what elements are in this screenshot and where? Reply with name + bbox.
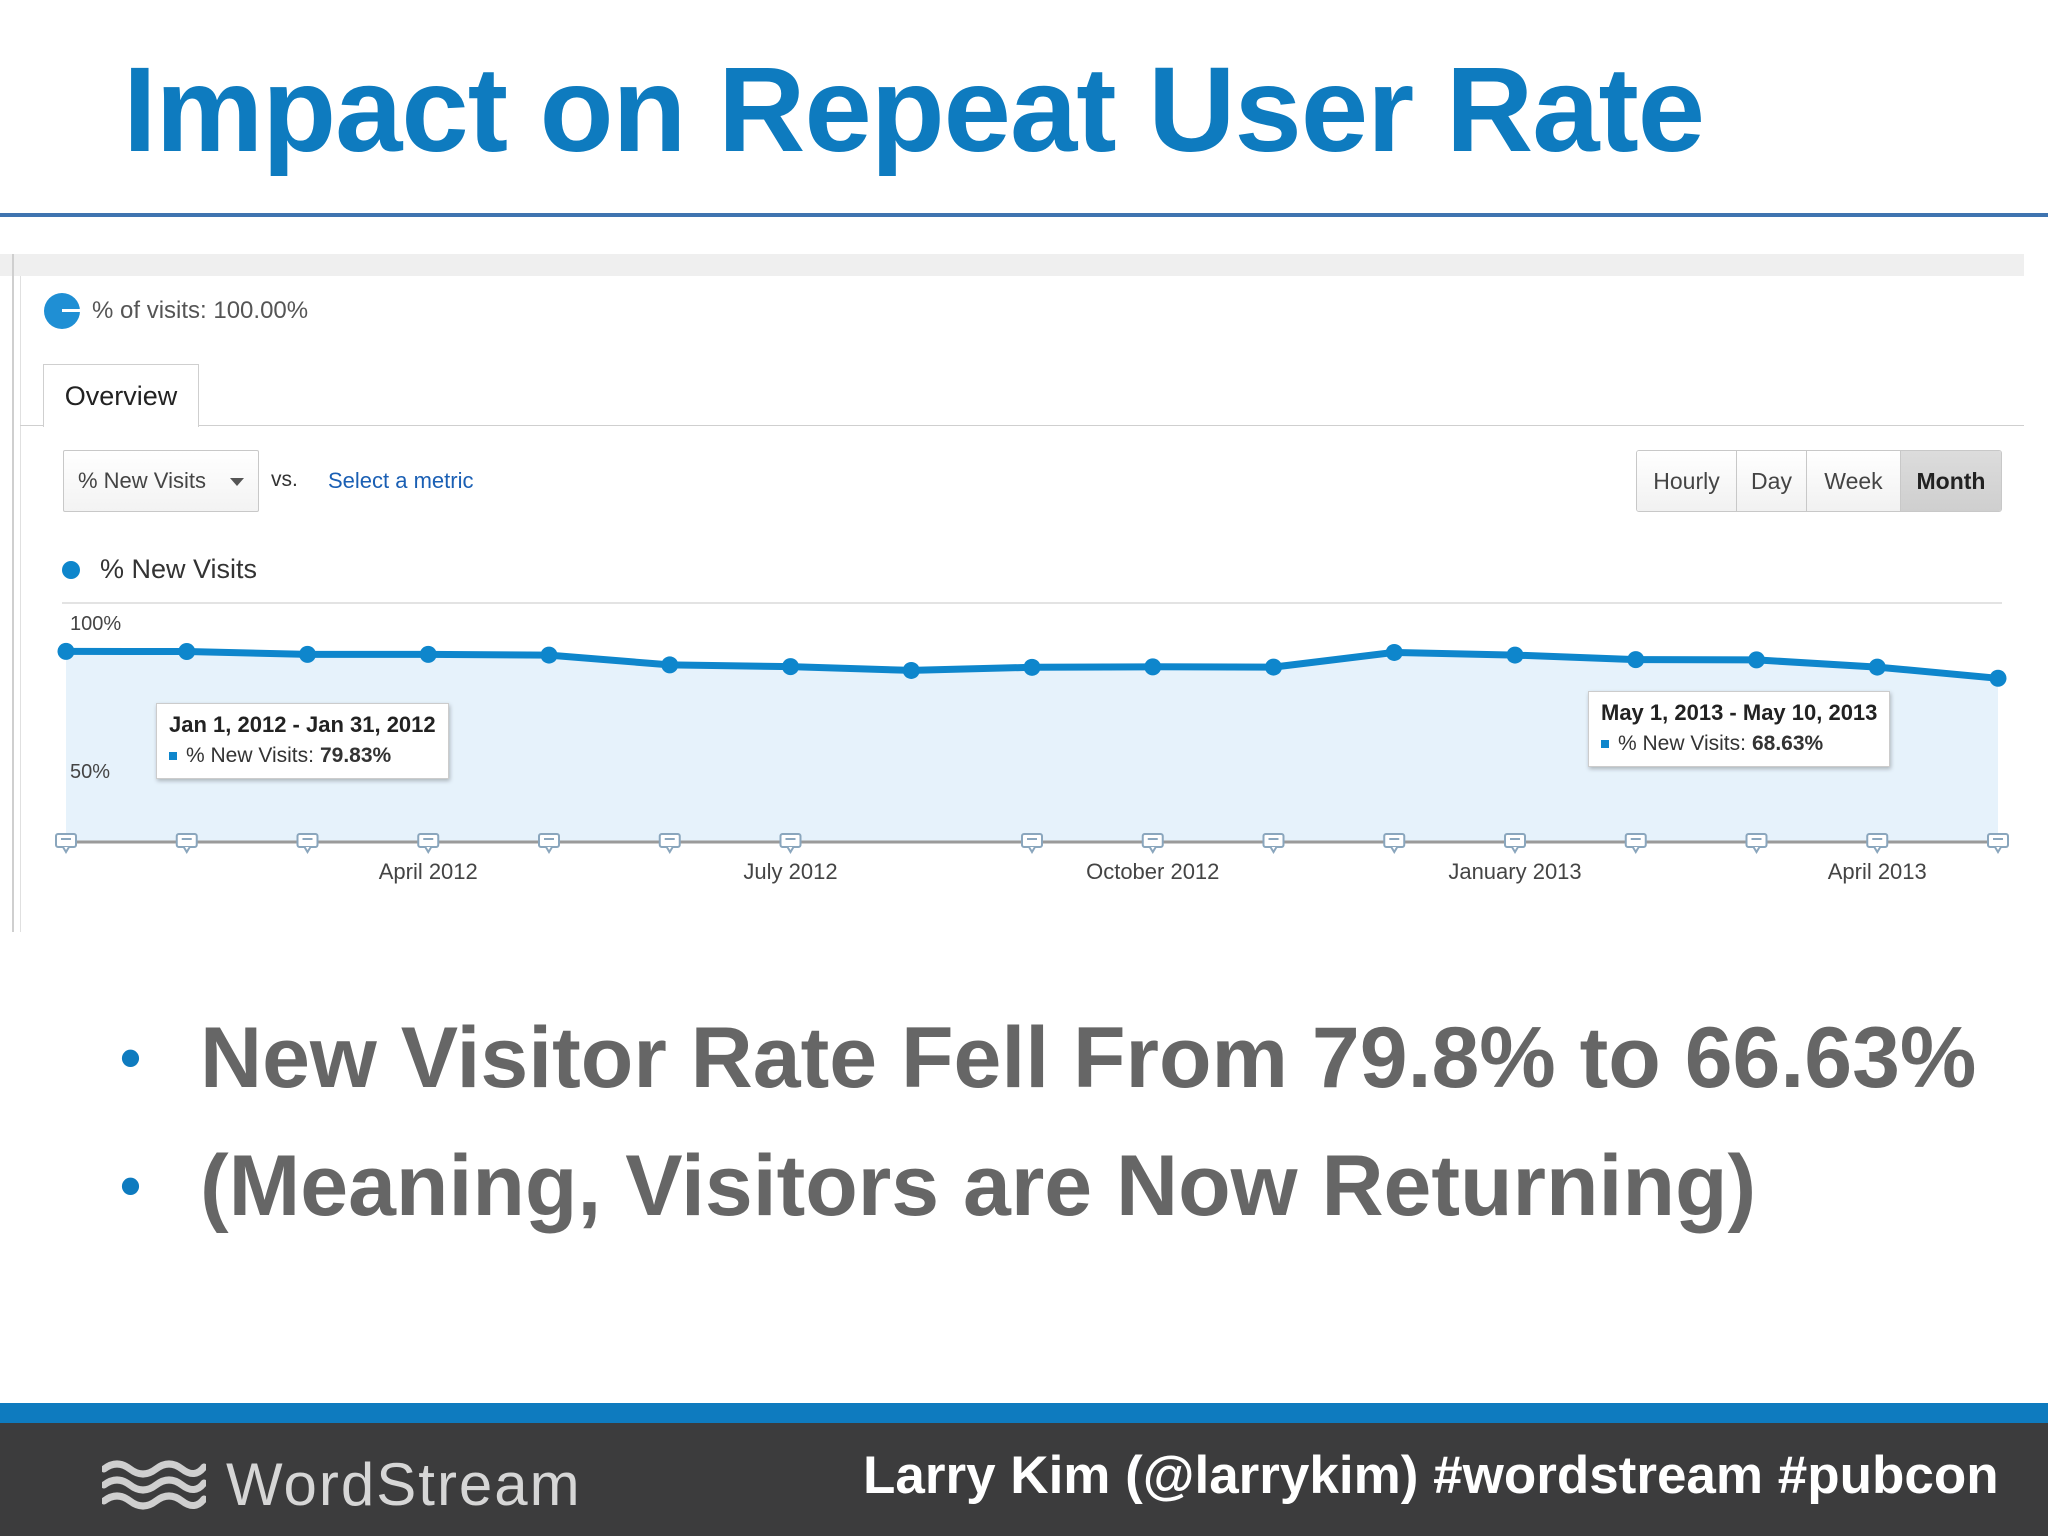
annotation-icon <box>658 833 681 854</box>
tooltip-value: 79.83% <box>319 744 392 767</box>
segment-label: % of visits: 100.00% <box>92 297 309 324</box>
bullet-marker: • <box>120 1024 142 1091</box>
segment-summary: % of visits: 100.00% <box>44 289 308 333</box>
annotation-icon <box>1383 833 1406 854</box>
y-tick-50: 50% <box>70 761 110 783</box>
data-point <box>661 656 679 674</box>
annotation-icon <box>538 833 560 854</box>
data-point <box>419 645 437 663</box>
metric-select[interactable]: % New Visits <box>63 450 259 512</box>
bullet-text: (Meaning, Visitors are Now Returning) <box>200 1138 1757 1234</box>
period-button-day[interactable]: Day <box>1737 451 1807 511</box>
bullet-list: • New Visitor Rate Fell From 79.8% to 66… <box>120 1003 2020 1241</box>
period-button-week[interactable]: Week <box>1807 451 1901 511</box>
legend-marker <box>62 560 80 579</box>
data-point <box>57 642 75 660</box>
annotation-icon <box>1021 833 1043 854</box>
annotation-icon <box>1262 833 1285 854</box>
x-tick-label: April 2012 <box>379 859 478 884</box>
annotation-icon <box>1504 833 1526 854</box>
tab-overview[interactable]: Overview <box>43 364 199 427</box>
footer-bar <box>0 1423 2048 1536</box>
annotation-icon <box>1624 833 1647 854</box>
tooltip-metric: % New Visits: <box>186 744 314 767</box>
tooltip-date: May 1, 2013 - May 10, 2013 <box>1601 700 1878 725</box>
footer-credit: Larry Kim (@larrykim) #wordstream #pubco… <box>863 1446 1999 1505</box>
period-button-hourly[interactable]: Hourly <box>1637 451 1737 511</box>
annotation-icon <box>175 833 198 854</box>
bullet-marker: • <box>120 1152 142 1219</box>
panel-inner-border <box>20 276 21 932</box>
series-swatch-icon <box>1601 740 1609 748</box>
slide-title: Impact on Repeat User Rate <box>123 41 1705 177</box>
data-point <box>1748 651 1765 669</box>
annotation-icon <box>1987 833 2009 854</box>
select-metric-link[interactable]: Select a metric <box>328 468 474 493</box>
annotation-icon <box>1141 833 1164 854</box>
x-tick-label: April 2013 <box>1828 859 1927 884</box>
footer-accent-stripe <box>0 1403 2048 1423</box>
bullet-text: New Visitor Rate Fell From 79.8% to 66.6… <box>200 1010 1977 1106</box>
pie-chart-icon <box>44 293 80 329</box>
data-point <box>178 642 196 660</box>
panel-left-border <box>12 254 14 932</box>
tooltip-metric: % New Visits: <box>1618 732 1746 755</box>
x-tick-label: January 2013 <box>1448 859 1581 884</box>
chevron-down-icon <box>230 478 244 486</box>
annotation-icon <box>779 833 802 854</box>
line-chart: 100% 50% April 2012 July 2012 October 2012… <box>55 602 2009 884</box>
annotation-icon <box>1745 833 1768 854</box>
wordstream-logo: WordStream <box>102 1450 582 1519</box>
series-swatch-icon <box>169 752 177 760</box>
chart-area-fill <box>66 651 1998 843</box>
wave-logo-icon <box>102 1460 206 1509</box>
data-point <box>782 658 799 676</box>
legend-label: % New Visits <box>100 554 258 584</box>
data-point <box>299 645 316 663</box>
bullet-item: • (Meaning, Visitors are Now Returning) <box>120 1131 2020 1241</box>
annotation-icon <box>1866 833 1889 854</box>
tooltip-may-2013: May 1, 2013 - May 10, 2013 % New Visits:… <box>1588 691 1891 767</box>
panel-top-strip <box>0 254 2024 276</box>
period-selector: Hourly Day Week Month <box>1636 450 2002 512</box>
tooltip-metric-row: % New Visits: 79.83% <box>169 744 436 768</box>
title-divider <box>0 213 2048 217</box>
bullet-item: • New Visitor Rate Fell From 79.8% to 66… <box>120 1003 2020 1113</box>
tooltip-jan-2012: Jan 1, 2012 - Jan 31, 2012 % New Visits:… <box>156 703 449 779</box>
data-point <box>1023 658 1041 676</box>
chart-legend: % New Visits <box>62 554 257 585</box>
data-point <box>540 646 558 664</box>
period-button-month[interactable]: Month <box>1901 451 2001 511</box>
vs-label: vs. <box>271 468 298 491</box>
annotation-icon <box>55 833 77 854</box>
data-point <box>1868 658 1886 676</box>
annotation-icon <box>417 833 440 854</box>
data-point <box>1265 658 1282 676</box>
x-tick-label: October 2012 <box>1086 859 1219 884</box>
annotation-icon <box>296 833 319 854</box>
y-tick-100: 100% <box>70 613 121 635</box>
logo-text: WordStream <box>226 1451 582 1518</box>
data-point <box>1627 651 1645 669</box>
data-point <box>1989 669 2007 687</box>
data-point <box>902 661 920 679</box>
tooltip-date: Jan 1, 2012 - Jan 31, 2012 <box>169 712 436 737</box>
data-point <box>1144 658 1162 676</box>
tooltip-metric-row: % New Visits: 68.63% <box>1601 732 1877 756</box>
data-point <box>1506 646 1524 664</box>
data-point <box>1385 643 1403 661</box>
tab-divider <box>20 425 2024 426</box>
x-tick-label: July 2012 <box>743 859 837 884</box>
analytics-panel: % of visits: 100.00% Overview % New Visi… <box>0 254 2024 932</box>
metric-select-value: % New Visits <box>78 468 206 493</box>
tooltip-value: 68.63% <box>1751 732 1824 755</box>
